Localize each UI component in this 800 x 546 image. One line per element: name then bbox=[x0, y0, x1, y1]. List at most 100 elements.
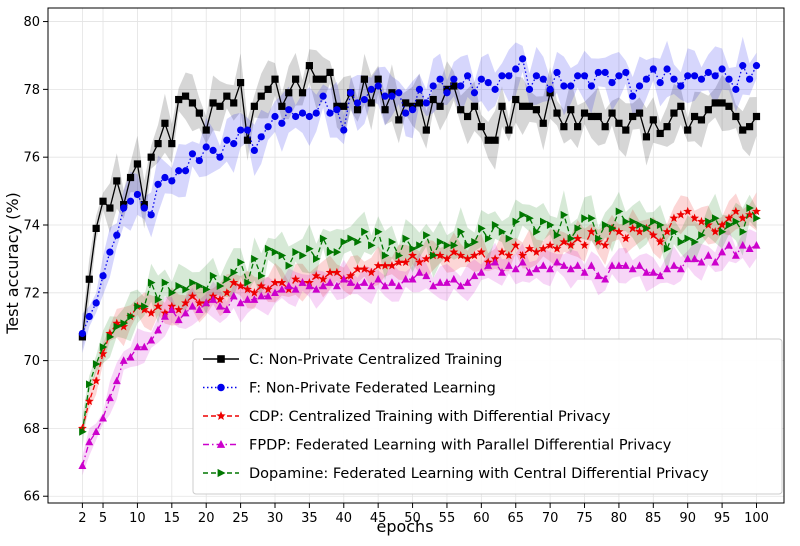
data-point bbox=[423, 231, 431, 240]
data-point bbox=[608, 261, 616, 269]
data-point bbox=[154, 180, 162, 188]
x-tick-label: 55 bbox=[439, 511, 456, 526]
x-tick-label: 30 bbox=[267, 511, 284, 526]
data-point bbox=[196, 282, 204, 290]
x-tick-label: 80 bbox=[611, 511, 628, 526]
data-point bbox=[229, 277, 239, 287]
data-point bbox=[477, 123, 485, 131]
data-point bbox=[746, 123, 754, 131]
data-point bbox=[725, 102, 733, 110]
data-point bbox=[429, 281, 438, 290]
data-point bbox=[505, 72, 513, 80]
data-point bbox=[188, 302, 197, 310]
data-point bbox=[450, 75, 458, 83]
data-point bbox=[704, 251, 713, 259]
data-point bbox=[285, 106, 293, 114]
data-point bbox=[229, 291, 238, 300]
data-point bbox=[230, 99, 238, 107]
data-point bbox=[703, 220, 713, 229]
data-point bbox=[443, 89, 451, 97]
data-point bbox=[718, 99, 726, 107]
data-point bbox=[106, 248, 114, 256]
data-point bbox=[381, 92, 389, 100]
data-point bbox=[230, 268, 239, 277]
data-point bbox=[491, 221, 500, 229]
data-point bbox=[120, 204, 128, 212]
data-point bbox=[243, 284, 252, 294]
data-point bbox=[704, 106, 712, 114]
data-point bbox=[374, 75, 382, 83]
data-point bbox=[332, 267, 342, 277]
data-point bbox=[209, 146, 217, 154]
data-point bbox=[146, 308, 156, 317]
legend-label: Dopamine: Federated Learning with Centra… bbox=[249, 466, 709, 482]
data-point bbox=[498, 72, 506, 80]
data-point bbox=[401, 274, 410, 283]
data-point bbox=[525, 102, 534, 110]
data-point bbox=[559, 237, 569, 246]
data-point bbox=[119, 322, 129, 331]
data-point bbox=[697, 75, 706, 83]
data-point bbox=[504, 250, 514, 260]
data-point bbox=[752, 62, 761, 70]
data-point bbox=[600, 240, 610, 250]
data-point bbox=[622, 126, 630, 134]
data-point bbox=[202, 126, 210, 134]
data-point bbox=[99, 413, 107, 422]
data-point bbox=[99, 272, 107, 280]
x-tick-label: 5 bbox=[99, 511, 107, 526]
data-point bbox=[683, 254, 692, 263]
data-point bbox=[195, 305, 204, 313]
legend-item: C: Non-Private Centralized Training bbox=[203, 352, 502, 368]
data-point bbox=[264, 123, 272, 131]
data-point bbox=[291, 285, 300, 293]
legend-label: F: Non-Private Federated Learning bbox=[249, 381, 496, 397]
data-point bbox=[236, 126, 245, 134]
data-point bbox=[587, 261, 596, 269]
data-point bbox=[189, 278, 197, 287]
data-point bbox=[120, 319, 128, 328]
data-point bbox=[381, 106, 389, 114]
data-point bbox=[340, 237, 349, 246]
data-point bbox=[690, 112, 699, 121]
data-point bbox=[271, 288, 279, 297]
data-point bbox=[552, 244, 562, 253]
data-point bbox=[388, 92, 396, 100]
data-point bbox=[209, 99, 217, 107]
data-point bbox=[292, 112, 300, 121]
data-point bbox=[154, 295, 163, 304]
data-point bbox=[684, 72, 692, 80]
data-point bbox=[574, 72, 582, 80]
data-point bbox=[230, 140, 238, 148]
data-point bbox=[477, 268, 486, 276]
data-point bbox=[497, 247, 507, 256]
data-point bbox=[553, 68, 561, 77]
data-point bbox=[622, 217, 631, 226]
data-point bbox=[222, 305, 231, 313]
data-point bbox=[408, 106, 417, 114]
data-point bbox=[484, 234, 493, 243]
data-point bbox=[415, 85, 424, 93]
legend-label: FPDP: Federated Learning with Parallel D… bbox=[249, 438, 672, 454]
data-point bbox=[532, 72, 540, 80]
data-point bbox=[690, 72, 699, 80]
data-point bbox=[319, 75, 327, 83]
data-point bbox=[586, 227, 596, 236]
data-point bbox=[512, 65, 520, 73]
data-point bbox=[285, 89, 293, 97]
data-point bbox=[746, 75, 754, 83]
data-point bbox=[85, 312, 93, 321]
data-point bbox=[353, 106, 362, 114]
data-point bbox=[656, 221, 665, 229]
data-point bbox=[215, 294, 225, 304]
data-point bbox=[608, 78, 616, 87]
data-point bbox=[161, 173, 169, 182]
data-point bbox=[450, 241, 459, 250]
data-point bbox=[615, 207, 624, 216]
data-point bbox=[354, 237, 362, 246]
data-point bbox=[718, 227, 727, 236]
data-point bbox=[463, 254, 473, 263]
data-point bbox=[470, 250, 479, 260]
series-lines bbox=[77, 55, 761, 469]
data-point bbox=[628, 264, 637, 273]
